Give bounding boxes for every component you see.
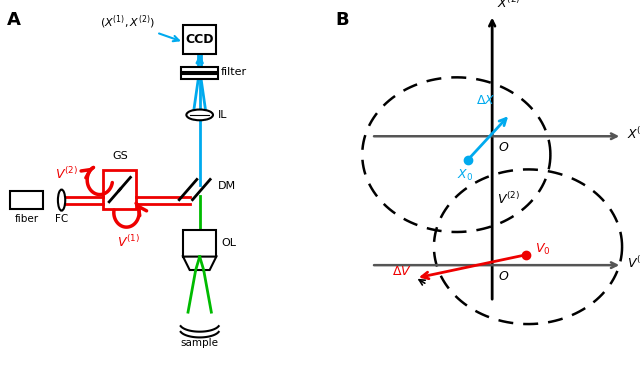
Text: DM: DM [218,181,236,191]
Text: OL: OL [221,238,236,248]
Text: $\Delta V$: $\Delta V$ [392,265,412,278]
Text: $O$: $O$ [497,270,509,283]
Text: fiber: fiber [15,214,38,224]
Text: FC: FC [55,214,68,224]
Bar [181,74,218,79]
Text: sample: sample [180,338,219,348]
Text: $O$: $O$ [497,141,509,154]
Text: $X^{(1)}$: $X^{(1)}$ [627,126,640,142]
Text: CCD: CCD [186,33,214,46]
Bar [183,230,216,257]
Text: $X^{(2)}$: $X^{(2)}$ [497,0,520,11]
Text: $V^{(1)}$: $V^{(1)}$ [627,255,640,271]
Text: GS: GS [112,151,128,161]
Text: $\Delta X$: $\Delta X$ [476,94,495,107]
Ellipse shape [58,190,65,211]
Text: $(X^{(1)},X^{(2)})$: $(X^{(1)},X^{(2)})$ [100,13,155,31]
Text: A: A [6,11,20,29]
Bar [183,25,216,54]
Text: $V^{(1)}$: $V^{(1)}$ [116,234,140,250]
FancyBboxPatch shape [10,192,44,209]
Bar [103,170,136,209]
Text: $V_0$: $V_0$ [535,242,550,257]
Ellipse shape [186,110,213,120]
Text: IL: IL [218,110,227,120]
Text: B: B [335,11,349,29]
Bar [181,67,218,72]
Text: $V^{(2)}$: $V^{(2)}$ [55,166,78,182]
Polygon shape [183,257,216,270]
Text: $X_0$: $X_0$ [457,168,474,183]
Text: $V^{(2)}$: $V^{(2)}$ [497,191,520,207]
Text: filter: filter [221,67,247,77]
